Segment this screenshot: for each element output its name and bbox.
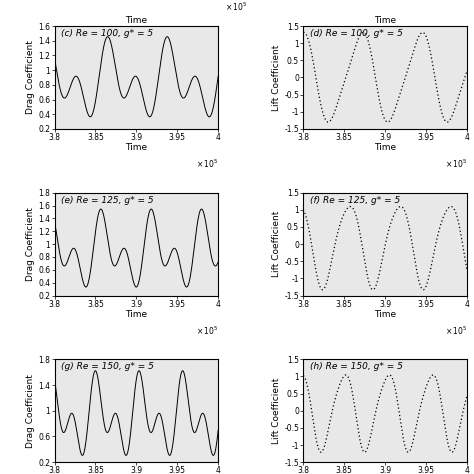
Text: (e) Re = 125, g* = 5: (e) Re = 125, g* = 5 bbox=[61, 196, 154, 205]
Text: (c) Re = 100, g* = 5: (c) Re = 100, g* = 5 bbox=[61, 29, 153, 38]
Y-axis label: Drag Coefficient: Drag Coefficient bbox=[27, 41, 36, 114]
Y-axis label: Drag Coefficient: Drag Coefficient bbox=[27, 374, 36, 447]
Y-axis label: Lift Coefficient: Lift Coefficient bbox=[273, 211, 282, 277]
Title: Time: Time bbox=[125, 16, 147, 25]
X-axis label: Time: Time bbox=[374, 310, 396, 319]
Text: $\times\,10^5$: $\times\,10^5$ bbox=[445, 158, 467, 170]
Text: (d) Re = 100, g* = 5: (d) Re = 100, g* = 5 bbox=[310, 29, 403, 38]
Y-axis label: Lift Coefficient: Lift Coefficient bbox=[273, 44, 282, 111]
X-axis label: Time: Time bbox=[125, 144, 147, 153]
Text: $\times\,10^5$: $\times\,10^5$ bbox=[225, 0, 247, 13]
Text: (h) Re = 150, g* = 5: (h) Re = 150, g* = 5 bbox=[310, 363, 403, 372]
Y-axis label: Drag Coefficient: Drag Coefficient bbox=[27, 207, 36, 281]
Title: Time: Time bbox=[374, 16, 396, 25]
X-axis label: Time: Time bbox=[374, 144, 396, 153]
Text: $\times\,10^5$: $\times\,10^5$ bbox=[445, 324, 467, 337]
Text: (f) Re = 125, g* = 5: (f) Re = 125, g* = 5 bbox=[310, 196, 400, 205]
Text: $\times\,10^5$: $\times\,10^5$ bbox=[196, 158, 218, 170]
Text: $\times\,10^5$: $\times\,10^5$ bbox=[196, 324, 218, 337]
Text: (g) Re = 150, g* = 5: (g) Re = 150, g* = 5 bbox=[61, 363, 154, 372]
X-axis label: Time: Time bbox=[125, 310, 147, 319]
Y-axis label: Lift Coefficient: Lift Coefficient bbox=[273, 377, 282, 444]
